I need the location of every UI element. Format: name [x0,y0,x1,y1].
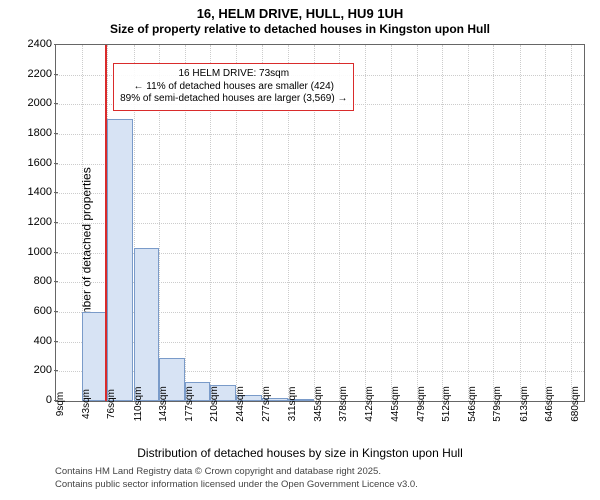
gridline-horizontal [56,223,584,224]
x-tick-label: 512sqm [441,386,452,422]
x-tick-label: 110sqm [133,387,144,422]
footer-credit-1: Contains HM Land Registry data © Crown c… [55,466,381,477]
gridline-vertical [391,45,392,401]
annotation-box: 16 HELM DRIVE: 73sqm ← 11% of detached h… [113,63,354,111]
x-tick-label: 43sqm [81,389,92,419]
y-tick-label: 1000 [12,246,52,258]
gridline-vertical [520,45,521,401]
histogram-bar [82,312,107,401]
footer-credit-2: Contains public sector information licen… [55,479,418,490]
x-tick-label: 546sqm [467,386,478,422]
chart-title-desc: Size of property relative to detached ho… [0,22,600,36]
x-tick-label: 345sqm [313,386,324,422]
gridline-vertical [417,45,418,401]
histogram-bar [134,248,159,401]
annotation-line-1: 16 HELM DRIVE: 73sqm [120,68,347,81]
gridline-horizontal [56,164,584,165]
x-tick-label: 311sqm [287,387,298,422]
x-tick-label: 579sqm [492,386,503,422]
x-tick-label: 680sqm [570,386,581,422]
x-tick-label: 9sqm [55,392,66,416]
y-tick-label: 1400 [12,186,52,198]
x-axis-label: Distribution of detached houses by size … [0,446,600,460]
x-tick-label: 76sqm [106,389,117,419]
gridline-horizontal [56,193,584,194]
x-tick-label: 412sqm [364,386,375,422]
x-tick-label: 277sqm [261,386,272,422]
x-tick-label: 378sqm [338,386,349,422]
y-tick-label: 600 [12,305,52,317]
x-tick-label: 613sqm [519,386,530,422]
y-tick-label: 1200 [12,216,52,228]
x-tick-label: 479sqm [416,386,427,422]
y-tick-label: 1600 [12,157,52,169]
gridline-vertical [365,45,366,401]
histogram-bar [107,119,133,401]
x-tick-label: 210sqm [209,386,220,422]
annotation-line-3: 89% of semi-detached houses are larger (… [120,93,347,106]
chart-title-address: 16, HELM DRIVE, HULL, HU9 1UH [0,6,600,21]
gridline-vertical [442,45,443,401]
y-tick-label: 800 [12,275,52,287]
y-tick-label: 2400 [12,38,52,50]
gridline-vertical [545,45,546,401]
y-tick-label: 1800 [12,127,52,139]
y-tick-label: 200 [12,364,52,376]
marker-line [105,45,107,401]
x-tick-label: 143sqm [158,386,169,422]
x-tick-label: 445sqm [390,386,401,422]
plot-area: 16 HELM DRIVE: 73sqm ← 11% of detached h… [55,44,585,402]
gridline-vertical [468,45,469,401]
y-tick-label: 0 [12,394,52,406]
y-tick-label: 400 [12,335,52,347]
y-tick-label: 2200 [12,68,52,80]
gridline-vertical [493,45,494,401]
x-tick-label: 244sqm [235,386,246,422]
y-tick-label: 2000 [12,97,52,109]
x-tick-label: 646sqm [544,386,555,422]
gridline-vertical [571,45,572,401]
annotation-line-2: ← 11% of detached houses are smaller (42… [120,81,347,94]
gridline-horizontal [56,134,584,135]
x-tick-label: 177sqm [184,386,195,422]
